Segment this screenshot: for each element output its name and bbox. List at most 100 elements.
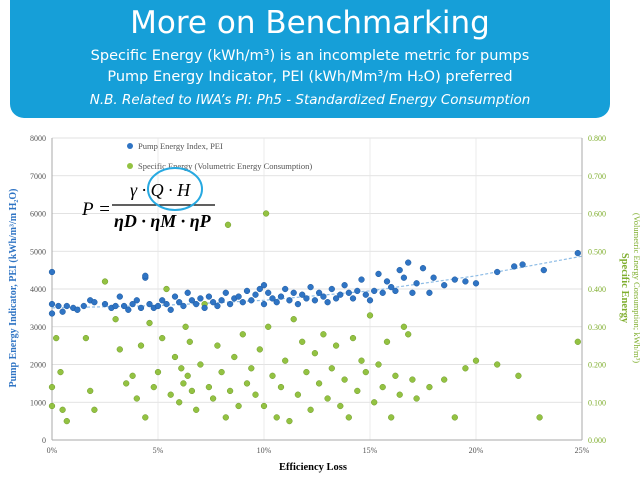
pei-point	[74, 306, 81, 313]
x-tick-label: 15%	[363, 446, 378, 455]
specific-energy-point	[214, 342, 221, 349]
specific-energy-point	[574, 338, 581, 345]
pei-point	[55, 302, 62, 310]
specific-energy-point	[222, 414, 229, 421]
pei-point	[218, 297, 225, 304]
specific-energy-point	[328, 365, 335, 372]
pei-point	[180, 302, 187, 310]
specific-energy-point	[142, 414, 149, 421]
formula-denominator: ηD · ηM · ηP	[114, 211, 212, 231]
y-tick-label-left: 2000	[30, 361, 46, 370]
specific-energy-point	[303, 368, 310, 376]
pei-point	[120, 302, 128, 310]
specific-energy-point	[193, 406, 200, 413]
specific-energy-point	[59, 406, 66, 413]
specific-energy-point	[101, 278, 109, 285]
pei-point	[341, 282, 348, 289]
y-tick-label-left: 4000	[30, 285, 46, 294]
y-tick-label-left: 6000	[30, 210, 46, 219]
specific-energy-point	[341, 376, 348, 383]
specific-energy-point	[262, 210, 270, 217]
pei-point	[188, 297, 196, 304]
specific-energy-point	[57, 368, 64, 376]
specific-energy-point	[260, 402, 268, 410]
pei-point	[282, 285, 289, 293]
pei-point	[511, 263, 518, 270]
pei-point	[63, 302, 70, 310]
specific-energy-point	[171, 353, 179, 361]
pei-point	[239, 299, 246, 306]
specific-energy-point	[383, 338, 391, 345]
specific-energy-point	[226, 387, 234, 395]
specific-energy-point	[146, 319, 153, 327]
specific-energy-point	[197, 361, 204, 368]
specific-energy-point	[354, 387, 361, 395]
specific-energy-point	[116, 346, 123, 353]
y-tick-label-right: 0.700	[588, 172, 606, 181]
specific-energy-point	[150, 383, 157, 391]
pei-point	[413, 280, 420, 287]
pei-point	[574, 249, 581, 257]
specific-energy-point	[178, 365, 185, 372]
pei-point	[392, 287, 399, 295]
x-tick-label: 20%	[469, 446, 484, 455]
specific-energy-point	[48, 402, 56, 410]
specific-energy-point	[231, 353, 238, 361]
pei-point	[328, 285, 335, 293]
pei-point	[345, 289, 352, 296]
pei-point	[286, 297, 293, 304]
pei-point	[472, 280, 480, 287]
pei-point	[80, 302, 87, 310]
pei-point	[426, 289, 433, 296]
pei-point	[430, 274, 437, 281]
specific-energy-point	[180, 380, 187, 387]
pei-point	[269, 295, 276, 302]
pei-point	[167, 306, 174, 313]
pei-point	[396, 266, 403, 274]
pei-point	[375, 270, 382, 278]
specific-energy-point	[362, 368, 369, 376]
pei-point	[405, 259, 412, 266]
specific-energy-point	[392, 372, 399, 379]
specific-energy-point	[332, 342, 340, 349]
pei-point	[129, 300, 136, 308]
x-tick-label: 5%	[153, 446, 164, 455]
pei-point	[159, 297, 166, 304]
pei-point	[299, 291, 306, 298]
y-tick-label-left: 8000	[30, 134, 46, 143]
y-tick-label-left: 3000	[30, 323, 46, 332]
pei-point	[260, 300, 268, 308]
specific-energy-point	[163, 285, 170, 293]
pei-point	[146, 300, 153, 308]
title-banner: More on Benchmarking Specific Energy (kW…	[10, 0, 610, 118]
pei-point	[176, 299, 183, 306]
pei-point	[324, 299, 331, 306]
pei-point	[116, 293, 123, 300]
legend-label-specific-energy: Specific Energy (Volumetric Energy Consu…	[138, 161, 312, 171]
specific-energy-point	[91, 406, 98, 413]
y-tick-label-right: 0.500	[588, 247, 606, 256]
pei-point	[383, 278, 391, 285]
specific-energy-point	[375, 361, 382, 368]
specific-energy-point	[400, 323, 408, 330]
y-tick-label-right: 0.800	[588, 134, 606, 143]
specific-energy-point	[53, 334, 60, 342]
specific-energy-point	[379, 383, 386, 391]
specific-energy-point	[239, 331, 246, 338]
formula-numerator: γ · Q · H	[130, 180, 191, 200]
specific-energy-point	[224, 221, 232, 228]
pei-point	[320, 293, 327, 300]
subtitle-line-3: N.B. Related to IWA’s PI: Ph5 - Standard…	[89, 92, 531, 108]
pei-point	[265, 289, 272, 296]
specific-energy-point	[265, 323, 272, 330]
specific-energy-point	[536, 414, 543, 421]
specific-energy-point	[154, 368, 162, 376]
pei-point	[388, 283, 395, 291]
specific-energy-point	[137, 342, 145, 349]
pei-point	[337, 291, 344, 298]
specific-energy-point	[282, 357, 289, 364]
specific-energy-point	[409, 376, 416, 383]
pei-point	[184, 289, 191, 296]
specific-energy-point	[413, 395, 420, 402]
